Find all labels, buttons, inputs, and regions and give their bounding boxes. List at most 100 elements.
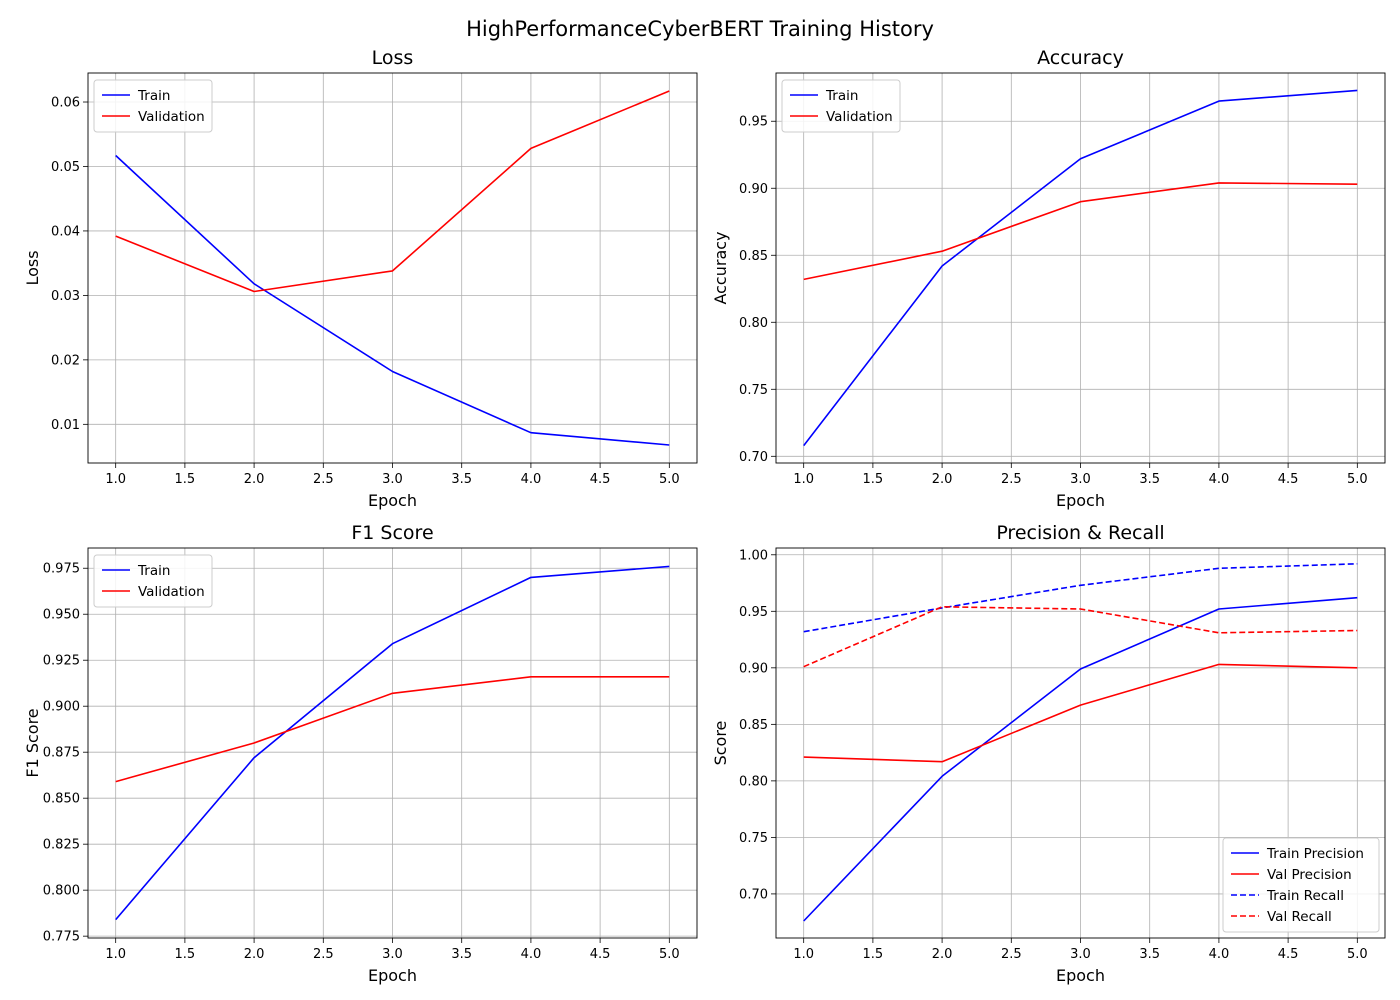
y-axis-label: Accuracy (711, 231, 730, 304)
x-tick-label: 1.0 (793, 472, 814, 487)
y-tick-label: 0.900 (43, 700, 80, 715)
x-tick-label: 3.5 (451, 472, 472, 487)
x-tick-label: 3.0 (1070, 472, 1091, 487)
x-tick-label: 5.0 (1347, 472, 1368, 487)
x-tick-label: 2.5 (1001, 472, 1022, 487)
x-axis-label: Epoch (1056, 966, 1105, 985)
series-line-validation (803, 182, 1358, 281)
x-tick-label: 5.0 (659, 947, 680, 962)
figure-title: HighPerformanceCyberBERT Training Histor… (466, 17, 934, 41)
x-tick-label: 4.0 (521, 947, 542, 962)
y-tick-label: 0.850 (43, 792, 80, 807)
y-tick-label: 1.00 (739, 548, 768, 563)
x-tick-label: 3.5 (1139, 472, 1160, 487)
plot-frame (87, 547, 698, 939)
y-tick-label: 0.70 (739, 887, 768, 902)
series-line-train (115, 565, 670, 921)
x-tick-label: 3.5 (451, 947, 472, 962)
y-tick-label: 0.70 (739, 450, 768, 465)
panel-title: Loss (372, 47, 414, 69)
legend-box (93, 79, 213, 133)
y-tick-label: 0.925 (43, 654, 80, 669)
legend-label: Validation (138, 584, 205, 600)
y-tick-label: 0.975 (43, 562, 80, 577)
series-line-validation (115, 90, 670, 293)
x-tick-label: 1.5 (863, 947, 884, 962)
x-tick-label: 1.5 (175, 947, 196, 962)
panel-title: Precision & Recall (996, 522, 1164, 544)
y-axis-label: Score (711, 721, 730, 766)
y-tick-label: 0.825 (43, 838, 80, 853)
x-axis-label: Epoch (368, 491, 417, 510)
legend-label: Train (825, 88, 858, 104)
y-tick-label: 0.95 (739, 115, 768, 130)
series-line-train (803, 89, 1358, 447)
x-tick-label: 4.0 (521, 472, 542, 487)
x-tick-label: 2.5 (313, 472, 334, 487)
x-tick-label: 4.5 (590, 947, 611, 962)
x-tick-label: 3.0 (382, 472, 403, 487)
panel-title: Accuracy (1037, 47, 1124, 69)
plot-frame (775, 72, 1386, 464)
legend-label: Train (137, 563, 170, 579)
legend: Train Validation (781, 79, 901, 133)
series-line-val-recall (803, 605, 1358, 668)
x-tick-label: 1.5 (175, 472, 196, 487)
legend-box (1222, 837, 1380, 933)
series-line-validation (115, 675, 670, 783)
y-tick-label: 0.01 (51, 418, 80, 433)
y-tick-label: 0.85 (739, 249, 768, 264)
y-tick-label: 0.04 (51, 224, 80, 239)
y-tick-label: 0.80 (739, 774, 768, 789)
y-tick-label: 0.950 (43, 608, 80, 623)
x-tick-label: 4.5 (590, 472, 611, 487)
legend-box (93, 554, 213, 608)
y-tick-label: 0.80 (739, 316, 768, 331)
y-tick-label: 0.90 (739, 661, 768, 676)
x-tick-label: 1.0 (793, 947, 814, 962)
series-line-train-precision (803, 596, 1358, 922)
legend-label: Train (137, 88, 170, 104)
y-tick-label: 0.775 (43, 930, 80, 945)
x-tick-label: 3.0 (1070, 947, 1091, 962)
legend-box (781, 79, 901, 133)
legend-label: Train Precision (1266, 846, 1364, 862)
x-tick-label: 2.0 (244, 472, 265, 487)
x-tick-label: 4.0 (1209, 947, 1230, 962)
x-tick-label: 1.0 (105, 472, 126, 487)
legend-label: Validation (138, 109, 205, 125)
plot-frame (775, 547, 1386, 939)
legend-label: Val Recall (1267, 909, 1332, 925)
x-tick-label: 3.5 (1139, 947, 1160, 962)
x-tick-label: 1.0 (105, 947, 126, 962)
y-tick-label: 0.02 (51, 353, 80, 368)
legend-label: Validation (826, 109, 893, 125)
panel-accuracy: 1.0 1.5 2.0 2.5 3.0 3.5 4.0 4.5 5.0 0.70 0.75 0.80 0… (711, 47, 1386, 510)
legend: Train Validation (93, 554, 213, 608)
x-tick-label: 2.5 (1001, 947, 1022, 962)
panel-precision-recall: 1.0 1.5 2.0 2.5 3.0 3.5 4.0 4.5 5.0 0.70 0.75 0.80 0… (711, 522, 1386, 985)
legend-label: Val Precision (1267, 867, 1352, 883)
legend-label: Train Recall (1266, 888, 1344, 904)
panel-f1-score: 1.0 1.5 2.0 2.5 3.0 3.5 4.0 4.5 5.0 0.775 0.800 0.8… (23, 522, 698, 985)
series-line-val-precision (803, 663, 1358, 763)
y-tick-label: 0.800 (43, 884, 80, 899)
x-tick-label: 5.0 (659, 472, 680, 487)
x-tick-label: 4.5 (1278, 947, 1299, 962)
y-tick-label: 0.03 (51, 289, 80, 304)
x-axis-label: Epoch (1056, 491, 1105, 510)
x-tick-label: 2.0 (244, 947, 265, 962)
series-line-train-recall (803, 563, 1358, 633)
y-tick-label: 0.75 (739, 831, 768, 846)
x-tick-label: 2.0 (932, 472, 953, 487)
y-tick-label: 0.875 (43, 746, 80, 761)
y-tick-label: 0.95 (739, 605, 768, 620)
x-tick-label: 2.5 (313, 947, 334, 962)
x-tick-label: 5.0 (1347, 947, 1368, 962)
x-tick-label: 4.0 (1209, 472, 1230, 487)
x-tick-label: 1.5 (863, 472, 884, 487)
panel-title: F1 Score (351, 522, 433, 544)
y-tick-label: 0.06 (51, 96, 80, 111)
y-axis-label: Loss (23, 250, 42, 285)
